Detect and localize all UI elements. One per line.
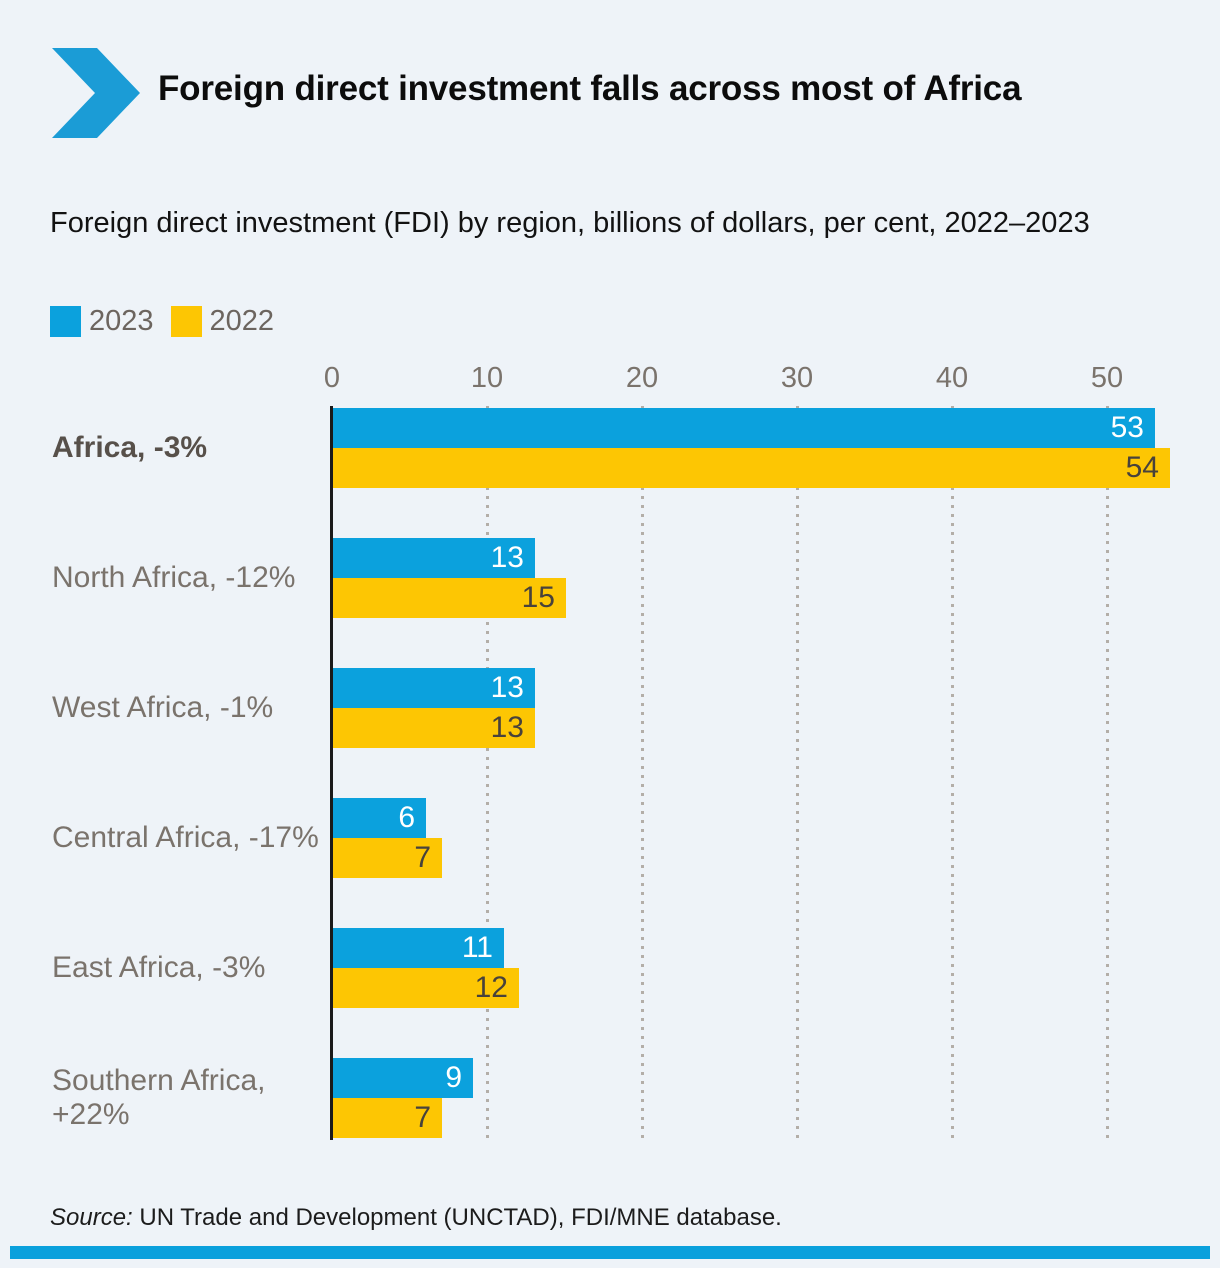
legend-item-2022: 2022 [170,305,275,338]
legend: 2023 2022 [50,305,274,338]
bar-value-label: 13 [490,541,524,574]
bar-value-label: 7 [414,841,431,874]
x-axis-tick-label: 30 [780,362,814,394]
chevron-right-icon [52,48,140,138]
gridline [951,406,954,1140]
bar-2023: 9 [333,1058,473,1098]
legend-label-2023: 2023 [89,305,154,337]
gridline [486,406,489,1140]
bar-value-label: 9 [445,1061,462,1094]
bar-value-label: 15 [521,581,555,614]
bar-2022: 54 [333,448,1170,488]
x-axis-tick-label: 50 [1090,362,1124,394]
gridline [796,406,799,1140]
legend-swatch-2022 [170,306,202,337]
bar-2023: 13 [333,538,535,578]
legend-swatch-2023 [50,306,81,337]
page-title: Foreign direct investment falls across m… [158,69,1022,109]
bar-2023: 13 [333,668,535,708]
x-axis-tick-label: 40 [935,362,969,394]
bar-2023: 11 [333,928,504,968]
bar-value-label: 11 [461,931,493,964]
bar-2022: 7 [333,1098,442,1138]
category-label: East Africa, -3% [52,951,266,984]
category-label: West Africa, -1% [52,691,274,724]
bar-2022: 12 [333,968,519,1008]
gridline [641,406,644,1140]
bar-2022: 7 [333,838,442,878]
category-label: Central Africa, -17% [52,821,319,854]
bar-value-label: 6 [398,801,415,834]
bar-value-label: 7 [414,1101,431,1134]
x-axis-tick-label: 0 [323,362,341,394]
category-label: North Africa, -12% [52,561,296,594]
category-label: Africa, -3% [52,431,208,464]
bar-value-label: 12 [474,971,508,1004]
bar-value-label: 53 [1110,411,1144,444]
source-prefix: Source: [50,1204,133,1231]
legend-item-2023: 2023 [50,305,154,338]
bar-2023: 6 [333,798,426,838]
x-axis-tick-label: 10 [470,362,504,394]
source-text: UN Trade and Development (UNCTAD), FDI/M… [132,1204,782,1231]
bar-value-label: 54 [1125,451,1159,484]
bar-2022: 13 [333,708,535,748]
x-axis-tick-label: 20 [625,362,659,394]
bar-2023: 53 [333,408,1155,448]
footer-rule [10,1246,1210,1259]
bar-2022: 15 [333,578,566,618]
source-note: Source: UN Trade and Development (UNCTAD… [50,1204,782,1232]
gridline [1106,406,1109,1140]
category-label: Southern Africa, +22% [52,1064,266,1131]
y-axis-line [330,406,333,1140]
legend-label-2022: 2022 [209,305,275,337]
bar-value-label: 13 [490,671,524,704]
bar-value-label: 13 [490,711,524,744]
chart-subtitle: Foreign direct investment (FDI) by regio… [50,207,1090,239]
